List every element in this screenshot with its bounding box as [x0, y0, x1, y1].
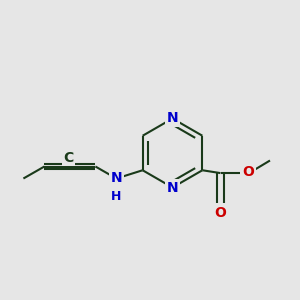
Text: N: N — [111, 172, 122, 185]
Text: C: C — [63, 151, 74, 164]
Text: N: N — [167, 181, 178, 194]
Text: H: H — [111, 190, 122, 203]
Text: O: O — [214, 206, 226, 220]
Text: N: N — [167, 112, 178, 125]
Text: O: O — [242, 165, 254, 179]
